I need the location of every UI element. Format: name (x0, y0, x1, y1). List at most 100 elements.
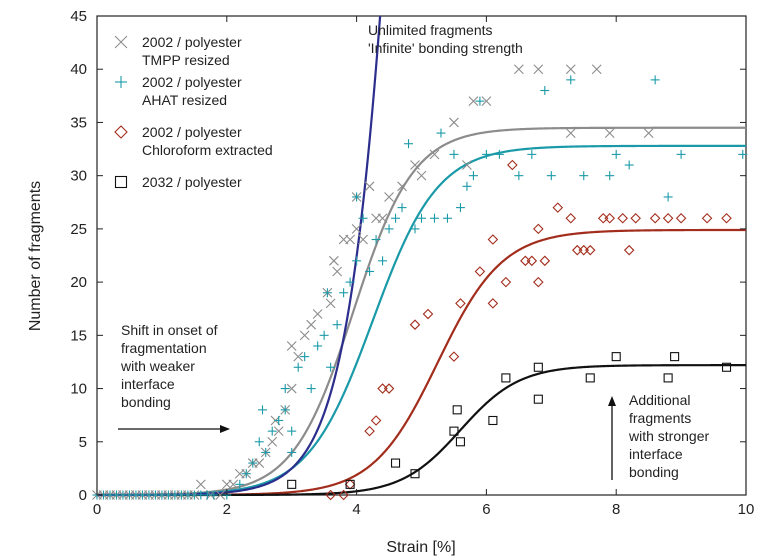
y-axis-label: Number of fragments (27, 181, 44, 331)
data-point-x (195, 479, 206, 490)
annotation-shift-line-5: bonding (121, 394, 171, 410)
data-point-plus (397, 203, 407, 213)
data-point-plus (462, 181, 472, 191)
data-point-plus (300, 352, 310, 362)
data-point-diamond (578, 244, 590, 256)
data-point-plus (287, 447, 297, 457)
data-point-x (643, 128, 654, 138)
data-point-diamond (487, 234, 499, 245)
legend-entry-label: 2002 / polyester (142, 34, 242, 50)
data-point-x (429, 149, 440, 160)
x-tick-label: 2 (223, 501, 231, 518)
annotation-additional: Additional fragments with stronger inter… (608, 392, 709, 480)
data-point-plus (442, 213, 452, 223)
data-point-plus (514, 171, 524, 181)
annotation-additional-line-4: interface (629, 446, 683, 462)
data-point-plus (365, 266, 375, 276)
data-point-plus (738, 149, 748, 159)
data-point-square (452, 405, 462, 415)
data-point-x (462, 160, 472, 170)
annotation-additional-line-5: bonding (629, 464, 679, 480)
data-point-square (345, 479, 355, 489)
data-point-diamond (487, 298, 499, 309)
y-tick-label: 0 (79, 487, 87, 504)
data-point-x (332, 266, 343, 277)
data-point-plus (274, 415, 284, 425)
data-point-plus (241, 469, 251, 479)
data-point-diamond (338, 489, 349, 501)
x-axis-label: Strain [%] (386, 539, 455, 556)
x-tick-label: 0 (93, 501, 101, 518)
data-point-plus (404, 139, 414, 149)
data-point-x (565, 64, 576, 75)
data-point-diamond (533, 276, 544, 288)
data-point-plus (566, 75, 576, 85)
annotation-unlimited-line-2: 'Infinite' bonding strength (368, 40, 523, 56)
data-point-square (287, 479, 297, 489)
data-points (92, 64, 748, 501)
data-point-diamond (526, 255, 538, 267)
data-point-plus (494, 149, 504, 159)
data-point-x (312, 309, 323, 319)
data-point-plus (378, 256, 388, 266)
annotation-unlimited: Unlimited fragments 'Infinite' bonding s… (368, 22, 523, 56)
data-point-plus (322, 288, 332, 298)
data-point-plus (663, 192, 673, 202)
data-point-diamond (422, 308, 434, 320)
data-point-x (114, 35, 128, 49)
data-point-diamond (455, 298, 466, 309)
data-point-diamond (597, 212, 609, 224)
data-point-x (533, 64, 544, 75)
data-point-diamond (500, 276, 512, 288)
series-points (325, 159, 732, 501)
annotation-additional-line-3: with stronger (628, 428, 709, 444)
data-point-plus (468, 171, 478, 181)
data-point-plus (280, 384, 290, 394)
data-point-x (293, 351, 304, 362)
data-point-square (501, 373, 511, 383)
data-point-x (416, 170, 427, 181)
data-point-diamond (533, 223, 544, 235)
data-point-diamond (662, 212, 674, 224)
data-point-x (397, 181, 407, 192)
data-point-plus (209, 490, 219, 500)
data-point-plus (391, 213, 401, 223)
legend-entry: 2032 / polyester (114, 174, 242, 190)
y-tick-label: 40 (70, 61, 87, 78)
data-point-plus (546, 171, 556, 181)
data-point-square (721, 362, 732, 372)
data-point-plus (345, 277, 355, 287)
y-tick-label: 25 (70, 221, 87, 238)
data-point-diamond (649, 212, 661, 224)
data-point-square (663, 373, 673, 383)
y-tick-label: 20 (70, 274, 87, 291)
annotation-unlimited-line-1: Unlimited fragments (368, 22, 493, 38)
data-point-plus (384, 224, 394, 234)
data-point-plus (371, 235, 381, 245)
data-point-plus (306, 384, 316, 394)
data-point-plus (455, 203, 465, 213)
data-point-plus (261, 447, 271, 457)
data-point-x (481, 96, 492, 107)
data-point-x (306, 319, 317, 330)
data-point-plus (579, 171, 589, 181)
data-point-plus (449, 149, 459, 159)
data-point-x (591, 64, 602, 75)
legend-entry-label: 2032 / polyester (142, 174, 242, 190)
data-point-diamond (507, 159, 518, 171)
data-point-x (449, 117, 459, 128)
data-point-diamond (584, 244, 596, 256)
data-point-x (604, 128, 615, 138)
data-point-x (215, 490, 226, 500)
data-point-square (390, 458, 401, 468)
data-point-plus (257, 405, 267, 415)
x-tick-label: 6 (482, 501, 490, 518)
data-point-diamond (552, 202, 564, 213)
data-point-diamond (539, 255, 551, 267)
data-point-plus (436, 128, 446, 138)
y-tick-label: 10 (70, 381, 87, 398)
data-point-diamond (675, 212, 687, 224)
data-point-x (377, 213, 388, 224)
